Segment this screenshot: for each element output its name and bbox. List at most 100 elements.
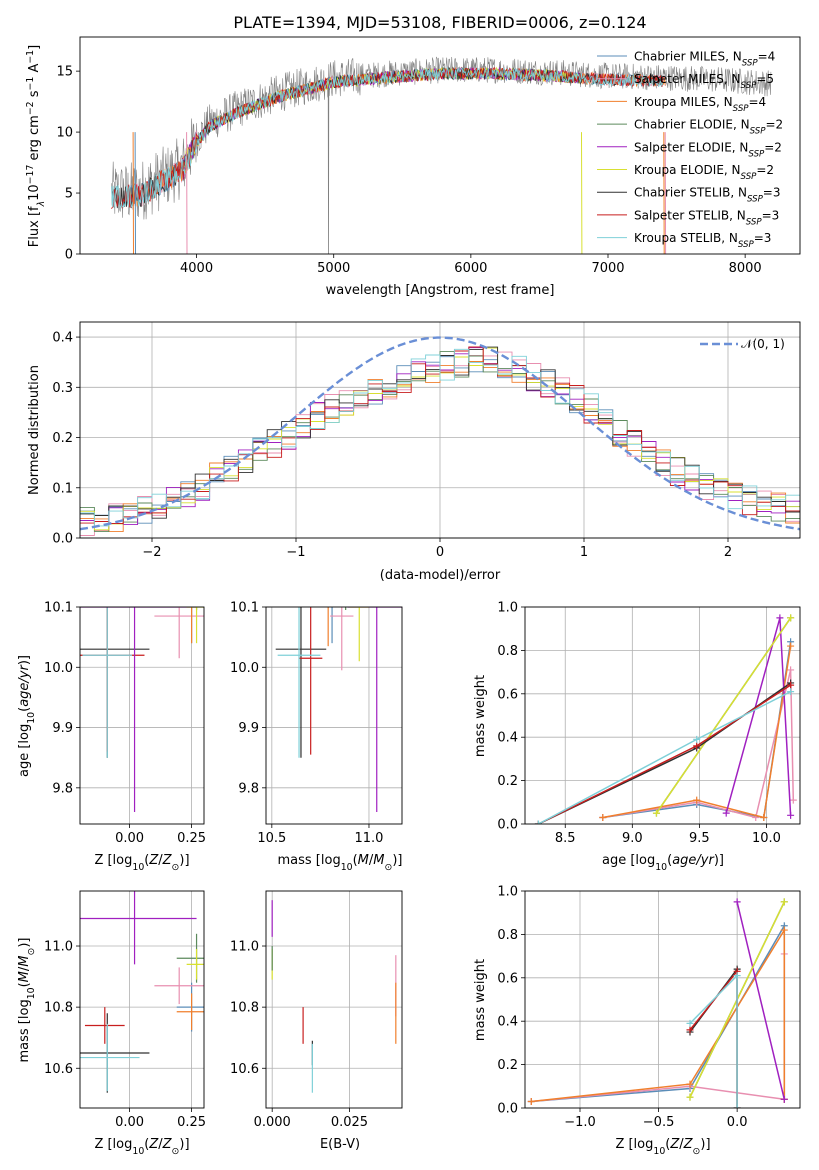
y-tick-label: 0.0	[52, 532, 73, 547]
model-spectrum-line	[127, 67, 666, 209]
weight-point-marker	[733, 972, 741, 980]
x-tick-label: 1	[580, 545, 588, 560]
x-tick-label: 0.00	[115, 1115, 144, 1130]
legend-label: Kroupa MILES, NSSP=4	[634, 95, 766, 114]
y-tick-label: 0.4	[497, 1015, 518, 1030]
weight-point-marker	[787, 811, 795, 819]
y-tick-label: 11.0	[230, 940, 259, 955]
model-spectrum-line	[182, 66, 581, 180]
x-tick-label: 10.0	[752, 831, 781, 846]
weight-vs-age-plot-area	[534, 614, 797, 824]
weight-point-marker	[652, 809, 660, 817]
y-tick-label: 10.1	[44, 601, 73, 616]
weight-line	[531, 953, 786, 1103]
y-axis-label: age [log10(age/yr)]	[17, 655, 37, 777]
weight-point-marker	[787, 688, 795, 696]
y-tick-label: 0.2	[497, 774, 518, 789]
weight-point-marker	[686, 1026, 694, 1034]
axes-frame	[79, 890, 205, 1109]
x-tick-label: 0.025	[331, 1115, 368, 1130]
y-tick-label: 0.8	[497, 928, 518, 943]
model-edge-line	[581, 132, 583, 254]
y-axis-label: mass weight	[473, 959, 488, 1041]
y-tick-label: 0.4	[497, 731, 518, 746]
weight-point-marker	[787, 666, 795, 674]
x-tick-label: 6000	[454, 261, 487, 276]
weight-point-marker	[780, 926, 788, 934]
x-tick-label: −1.0	[564, 1115, 596, 1130]
model-edge-line	[186, 132, 188, 254]
model-edge-line	[132, 132, 134, 254]
y-tick-label: 0.6	[497, 687, 518, 702]
weight-point-marker	[780, 898, 788, 906]
axes-frame	[524, 606, 801, 825]
spectrum-axes: 4000 5000 6000 7000 8000 0 5 10 15	[56, 36, 801, 276]
y-tick-label: 10.6	[44, 1062, 73, 1077]
weight-point-marker	[686, 1080, 694, 1088]
x-axis-label: E(B-V)	[320, 1137, 360, 1152]
weight-line	[602, 645, 792, 819]
y-axis-label: mass weight	[473, 675, 488, 757]
legend-label: Salpeter ELODIE, NSSP=2	[634, 140, 782, 159]
x-tick-label: 11.0	[354, 831, 383, 846]
y-tick-label: 0.0	[497, 818, 518, 833]
x-tick-label: 4000	[180, 261, 213, 276]
x-tick-label: 7000	[591, 261, 624, 276]
model-spectrum-line	[111, 66, 664, 209]
model-spectrum-line	[182, 66, 581, 178]
axes-frame	[79, 36, 801, 255]
y-tick-label: 0.8	[497, 644, 518, 659]
mass-vs-Z-axes: 0.00 0.25 10.6 10.8 11.0	[44, 890, 206, 1130]
x-tick-label: −0.5	[643, 1115, 675, 1130]
y-tick-label: 9.9	[238, 721, 259, 736]
x-tick-label: 0	[436, 545, 444, 560]
weight-vs-age-axes: 8.5 9.0 9.5 10.0 0.0 0.2 0.4 0.6 0.8 1.0	[497, 601, 801, 846]
weight-point-marker	[534, 820, 542, 824]
weight-point-marker	[686, 1019, 694, 1027]
y-tick-label: 0.3	[52, 381, 73, 396]
axes-frame	[524, 890, 801, 1109]
legend-label: Salpeter MILES, NSSP=5	[634, 72, 774, 91]
x-tick-label: 8.5	[555, 831, 576, 846]
weight-point-marker	[722, 809, 730, 817]
weight-point-marker	[787, 614, 795, 622]
weight-point-marker	[693, 735, 701, 743]
age-vs-Z-axes: 0.00 0.25 9.8 9.9 10.0 10.1	[44, 601, 206, 847]
x-tick-label: 9.5	[689, 831, 710, 846]
weight-line	[602, 669, 795, 819]
legend-label: Chabrier ELODIE, NSSP=2	[634, 118, 783, 137]
weight-vs-Z-axes: −1.0 −0.5 0.0 0.0 0.2 0.4 0.6 0.8 1.0	[497, 885, 801, 1130]
age-vs-mass-axes: 10.5 11.0 9.8 9.9 10.0 10.1	[230, 601, 403, 846]
y-tick-label: 10.0	[44, 661, 73, 676]
x-tick-label: −1	[286, 545, 305, 560]
y-axis-label: Flux [fλ10−17 erg cm−2 s−1 A−1]	[25, 45, 47, 247]
y-tick-label: 15	[56, 65, 73, 80]
legend-label: Chabrier MILES, NSSP=4	[634, 50, 775, 69]
y-tick-label: 0.4	[52, 331, 73, 346]
mass-vs-EBV-axes: 0.000 0.025 10.6 10.8 11.0	[230, 890, 403, 1130]
x-tick-label: −2	[142, 545, 161, 560]
y-tick-label: 10	[56, 126, 73, 141]
y-tick-label: 1.0	[497, 885, 518, 900]
y-tick-label: 9.8	[238, 781, 259, 796]
y-tick-label: 10.6	[230, 1062, 259, 1077]
legend-label: Kroupa ELODIE, NSSP=2	[634, 163, 774, 182]
y-tick-label: 0	[65, 248, 73, 263]
x-tick-label: 0.000	[254, 1115, 291, 1130]
age-vs-mass-plot-area	[275, 607, 402, 812]
x-axis-label: Z [log10(Z/Z⊙)]	[94, 853, 189, 873]
weight-point-marker	[527, 1097, 535, 1105]
x-axis-label: wavelength [Angstrom, rest frame]	[326, 283, 555, 298]
mass-vs-Z-plot-area	[80, 891, 204, 1093]
y-tick-label: 10.0	[230, 661, 259, 676]
axes-frame	[79, 606, 205, 825]
model-edge-line	[663, 132, 665, 254]
x-axis-label: Z [log10(Z/Z⊙)]	[615, 1137, 710, 1157]
gaussian-reference-line	[80, 336, 800, 531]
y-tick-label: 11.0	[44, 940, 73, 955]
y-tick-label: 10.8	[230, 1001, 259, 1016]
weight-line	[538, 682, 792, 824]
weight-line	[538, 690, 791, 824]
weight-point-marker	[760, 813, 768, 821]
y-tick-label: 0.2	[52, 431, 73, 446]
